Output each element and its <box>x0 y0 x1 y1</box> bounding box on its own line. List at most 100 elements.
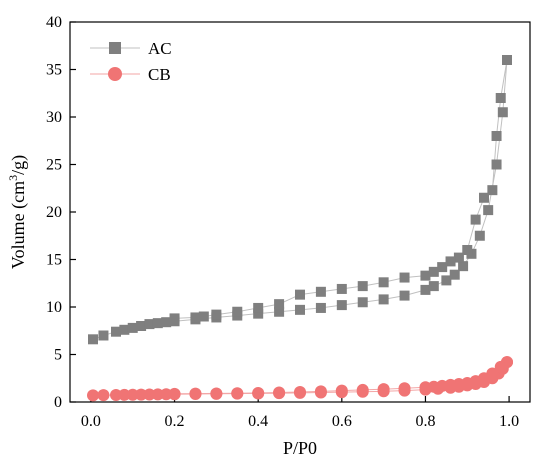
y-tick-label: 30 <box>46 109 62 126</box>
data-point-cb <box>118 388 131 401</box>
data-point-ac <box>98 330 109 341</box>
y-tick-label: 5 <box>54 347 62 364</box>
data-point-ac <box>487 185 498 196</box>
data-point-cb <box>377 383 390 396</box>
data-point-ac <box>420 284 431 295</box>
x-axis-title: P/P0 <box>283 438 317 458</box>
data-point-ac <box>470 214 481 225</box>
y-tick-label: 40 <box>46 14 62 31</box>
data-point-ac <box>420 270 431 281</box>
data-point-cb <box>494 360 507 373</box>
data-point-ac <box>378 277 389 288</box>
data-point-cb <box>97 389 110 402</box>
data-point-ac <box>88 334 98 345</box>
data-point-ac <box>428 266 439 277</box>
data-point-cb <box>314 385 327 398</box>
y-tick-label: 15 <box>46 252 62 269</box>
y-tick-label: 35 <box>46 62 62 79</box>
legend-marker-ac <box>109 42 121 54</box>
data-point-ac <box>497 107 508 118</box>
plot-frame-group <box>69 21 531 403</box>
data-point-ac <box>190 312 201 323</box>
data-point-ac <box>445 256 456 267</box>
y-tick-label: 25 <box>46 157 62 174</box>
data-point-ac <box>274 299 285 310</box>
data-point-ac <box>295 304 305 315</box>
data-point-ac <box>152 318 163 329</box>
data-point-ac <box>483 205 494 216</box>
data-point-ac <box>295 289 305 300</box>
data-point-cb <box>419 381 432 394</box>
data-point-ac <box>441 275 452 286</box>
data-point-cb <box>210 387 223 400</box>
y-axis-title: Volume (cm3/g) <box>6 155 29 269</box>
data-point-cb <box>126 388 139 401</box>
legend-label-cb: CB <box>148 65 171 84</box>
data-point-ac <box>232 306 243 317</box>
y-tick-label: 0 <box>54 394 62 411</box>
legend: AC CB <box>90 39 172 84</box>
data-point-ac <box>211 309 222 320</box>
data-point-ac <box>437 262 448 273</box>
legend-marker-cb <box>108 67 122 81</box>
data-point-ac <box>253 302 264 313</box>
data-point-cb <box>151 388 164 401</box>
data-point-cb <box>168 387 181 400</box>
data-point-ac <box>428 281 439 292</box>
plot-frame <box>69 21 531 403</box>
axis-ticks <box>70 21 510 403</box>
data-point-cb <box>143 388 156 401</box>
data-point-cb <box>189 387 202 400</box>
data-point-ac <box>378 294 389 305</box>
data-point-cb <box>231 387 244 400</box>
x-tick-label: 0.4 <box>248 413 268 430</box>
data-point-ac <box>111 326 121 337</box>
data-point-ac <box>479 192 489 203</box>
data-point-ac <box>357 281 368 292</box>
data-point-cb <box>110 388 122 401</box>
data-point-ac <box>161 317 172 328</box>
legend-label-ac: AC <box>148 39 172 58</box>
tick-labels: 0.0 0.2 0.4 0.6 0.8 1.0 0 5 10 15 20 25 30 35 40 <box>46 14 519 430</box>
y-tick-label: 20 <box>46 204 62 221</box>
data-point-ac <box>253 308 264 319</box>
data-point-ac <box>336 283 347 294</box>
data-point-ac <box>453 252 464 263</box>
data-point-ac <box>315 286 326 297</box>
data-point-ac <box>399 272 410 283</box>
data-point-ac <box>274 306 285 317</box>
data-point-ac <box>336 300 347 311</box>
data-point-ac <box>315 302 326 313</box>
data-point-ac <box>136 321 147 331</box>
y-axis-title-superscript: 3 <box>6 175 20 181</box>
series-points <box>87 55 513 402</box>
x-tick-label: 0.0 <box>81 413 101 430</box>
data-point-ac <box>449 269 460 280</box>
y-axis-title-main: Volume (cm <box>8 181 29 269</box>
data-point-ac <box>399 290 410 301</box>
x-tick-label: 0.2 <box>165 413 185 430</box>
data-point-ac <box>198 311 209 322</box>
data-point-cb <box>356 383 369 396</box>
data-point-ac <box>495 93 506 103</box>
data-point-ac <box>357 297 368 308</box>
y-axis-title-tail: /g) <box>8 155 29 175</box>
data-point-cb <box>135 388 148 401</box>
data-point-ac <box>502 55 512 65</box>
data-point-ac <box>491 159 502 170</box>
data-point-ac <box>169 313 180 324</box>
data-point-ac <box>119 324 130 335</box>
x-tick-label: 1.0 <box>499 413 519 430</box>
data-point-ac <box>491 131 502 141</box>
data-point-ac <box>458 261 469 272</box>
data-point-ac <box>462 245 473 255</box>
data-point-cb <box>335 384 348 397</box>
x-tick-label: 0.8 <box>415 413 435 430</box>
data-point-cb <box>87 389 99 402</box>
data-point-cb <box>294 386 306 399</box>
data-point-cb <box>252 386 265 399</box>
data-point-ac <box>144 319 155 330</box>
data-point-cb <box>273 386 286 399</box>
data-point-cb <box>398 382 411 395</box>
